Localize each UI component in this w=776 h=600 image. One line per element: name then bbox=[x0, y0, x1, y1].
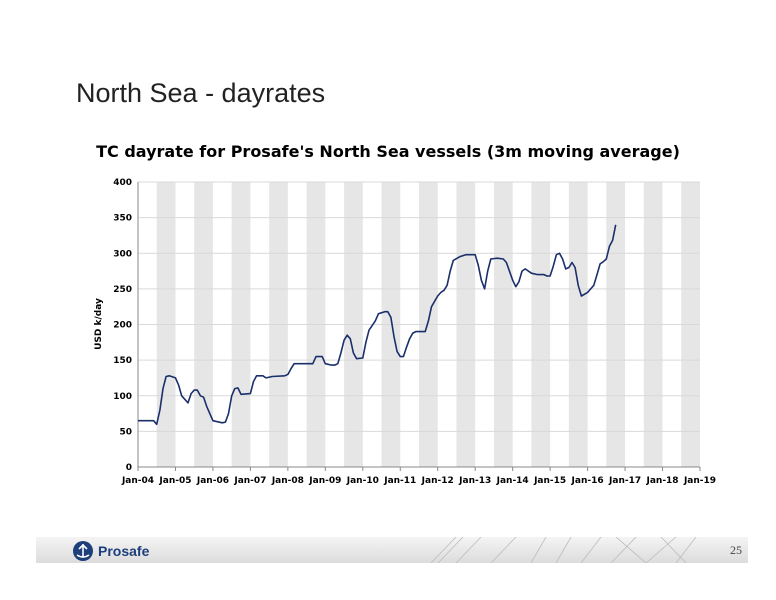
y-tick-label: 350 bbox=[113, 214, 132, 224]
series-line-dayrate bbox=[138, 224, 617, 426]
chart-title: TC dayrate for Prosafe's North Sea vesse… bbox=[96, 142, 680, 161]
x-tick-label: Jan-13 bbox=[458, 476, 491, 486]
x-tick-label: Jan-09 bbox=[308, 476, 341, 486]
axes bbox=[137, 182, 700, 468]
y-tick-label: 150 bbox=[113, 356, 132, 366]
footer-bar bbox=[36, 537, 748, 563]
x-tick-label: Jan-12 bbox=[421, 476, 454, 486]
x-tick-label: Jan-19 bbox=[683, 476, 716, 486]
y-tick-label: 400 bbox=[113, 178, 132, 188]
prosafe-logo: Prosafe bbox=[72, 540, 149, 562]
y-tick-label: 200 bbox=[113, 321, 132, 331]
x-tick-label: Jan-08 bbox=[271, 476, 304, 486]
x-tick-label: Jan-07 bbox=[233, 476, 266, 486]
slide-title: North Sea - dayrates bbox=[76, 78, 326, 108]
x-tick-label: Jan-10 bbox=[346, 476, 379, 486]
y-tick-label: 0 bbox=[126, 463, 132, 473]
x-tick-label: Jan-16 bbox=[571, 476, 604, 486]
y-tick-label: 250 bbox=[113, 285, 132, 295]
x-tick-label: Jan-17 bbox=[608, 476, 641, 486]
y-axis-label: USD k/day bbox=[94, 298, 104, 350]
x-tick-labels: Jan-04 Jan-05 Jan-06 Jan-07 Jan-08 Jan-09 Jan-… bbox=[121, 467, 716, 486]
y-tick-labels: 0 50 100 150 200 250 300 350 400 bbox=[113, 178, 132, 473]
logo-text: Prosafe bbox=[98, 543, 150, 559]
y-tick-label: 50 bbox=[119, 427, 132, 437]
y-tick-label: 100 bbox=[113, 392, 132, 402]
x-tick-label: Jan-04 bbox=[121, 476, 154, 486]
footer-decoration bbox=[430, 537, 697, 563]
page-number: 25 bbox=[730, 543, 742, 557]
prosafe-logo-icon bbox=[73, 541, 93, 561]
x-tick-label: Jan-05 bbox=[158, 476, 191, 486]
x-tick-label: Jan-18 bbox=[645, 476, 678, 486]
x-tick-label: Jan-15 bbox=[533, 476, 566, 486]
y-tick-label: 300 bbox=[113, 249, 132, 259]
x-tick-label: Jan-14 bbox=[496, 476, 529, 486]
x-tick-label: Jan-06 bbox=[196, 476, 229, 486]
x-tick-label: Jan-11 bbox=[383, 476, 416, 486]
